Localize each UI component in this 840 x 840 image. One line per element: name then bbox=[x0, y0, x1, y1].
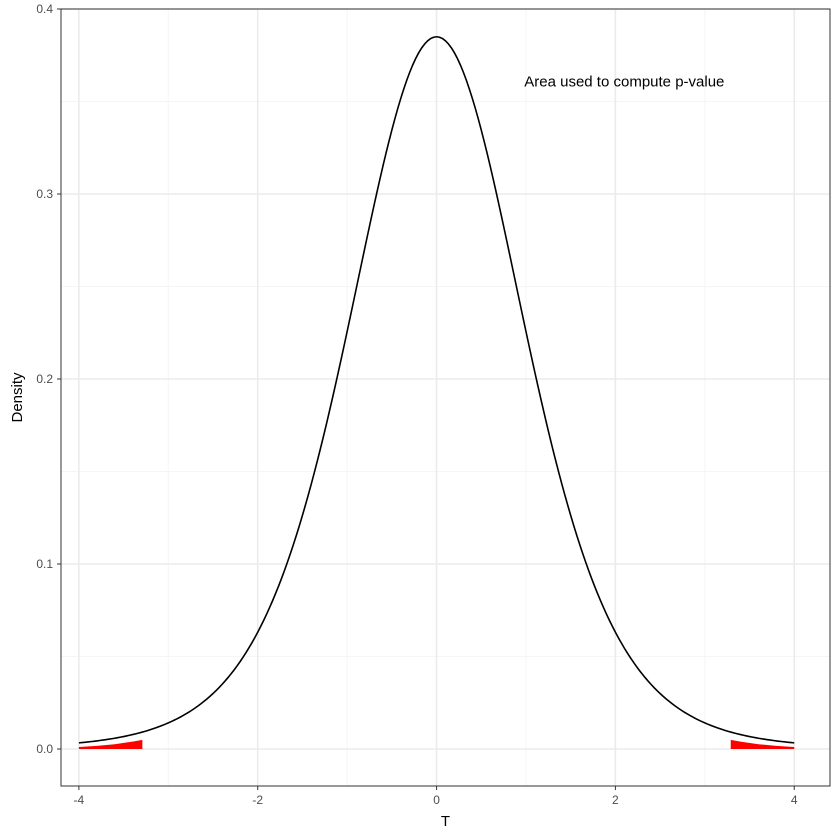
annotations: Area used to compute p-value bbox=[524, 74, 724, 91]
annotation-text: Area used to compute p-value bbox=[524, 74, 724, 91]
density-curve bbox=[78, 35, 795, 744]
x-tick-label: 2 bbox=[612, 793, 619, 807]
shaded-areas bbox=[78, 739, 795, 749]
y-tick-label: 0.0 bbox=[36, 742, 53, 756]
y-tick-label: 0.1 bbox=[36, 557, 53, 571]
axis-ticks: -4 -2 0 2 4 0.0 0.1 0.2 0.3 0.4 bbox=[36, 2, 798, 807]
y-axis-title: Density bbox=[9, 372, 26, 423]
x-tick-label: -4 bbox=[74, 793, 85, 807]
x-axis-title: T bbox=[441, 813, 450, 830]
panel-border bbox=[60, 8, 831, 787]
y-tick-label: 0.3 bbox=[36, 187, 53, 201]
x-tick-label: 0 bbox=[433, 793, 440, 807]
density-curve-layer bbox=[78, 35, 795, 744]
y-tick-label: 0.4 bbox=[36, 2, 53, 16]
shaded-tail-area bbox=[78, 739, 143, 749]
x-tick-label: 4 bbox=[791, 793, 798, 807]
shaded-tail-area bbox=[730, 739, 795, 749]
x-tick-label: -2 bbox=[252, 793, 263, 807]
y-tick-label: 0.2 bbox=[36, 372, 53, 386]
